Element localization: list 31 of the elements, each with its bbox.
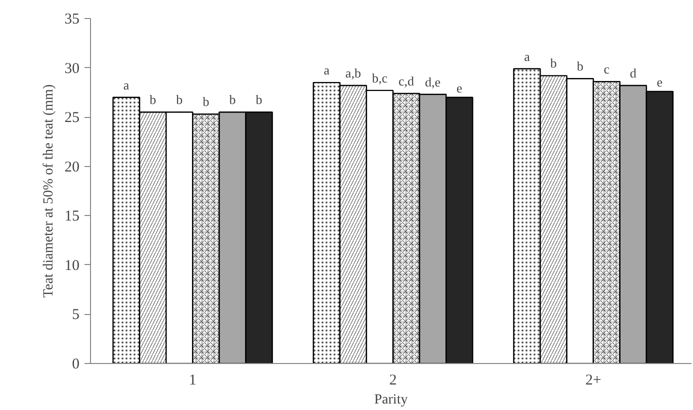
data-label: e bbox=[456, 80, 462, 96]
x-tick-label: 1 bbox=[188, 372, 196, 388]
data-label: b bbox=[176, 92, 183, 108]
y-tick-label: 30 bbox=[64, 60, 80, 77]
y-tick-label: 20 bbox=[64, 159, 80, 176]
data-label: b bbox=[576, 58, 584, 74]
data-label: d,e bbox=[425, 74, 441, 90]
y-tick-label: 5 bbox=[72, 307, 80, 324]
x-tick-label: 2 bbox=[389, 372, 397, 388]
data-label: b bbox=[150, 92, 156, 108]
data-label: a bbox=[123, 77, 130, 92]
data-label: a bbox=[524, 48, 530, 64]
y-tick-label: 15 bbox=[64, 208, 80, 225]
x-axis-title: Parity bbox=[374, 392, 408, 408]
y-axis-title: Teat diameter at 50% of the teat (mm) bbox=[42, 84, 56, 298]
x-tick-label: 2+ bbox=[585, 372, 602, 388]
data-label: b bbox=[256, 92, 262, 108]
data-label: b bbox=[550, 56, 557, 71]
data-label: a,b bbox=[345, 66, 361, 81]
data-label: c bbox=[604, 62, 610, 77]
y-tick-label: 25 bbox=[64, 110, 80, 126]
data-label: a bbox=[324, 62, 330, 78]
data-label: d bbox=[630, 66, 637, 81]
data-label: e bbox=[656, 74, 663, 90]
data-label: c,d bbox=[398, 73, 415, 88]
data-label: b,c bbox=[372, 70, 388, 86]
data-label: b bbox=[229, 92, 236, 108]
y-tick-label: 10 bbox=[64, 258, 80, 274]
y-tick-label: 35 bbox=[64, 12, 80, 28]
y-tick-label: 0 bbox=[72, 356, 80, 372]
data-label: b bbox=[202, 94, 210, 110]
